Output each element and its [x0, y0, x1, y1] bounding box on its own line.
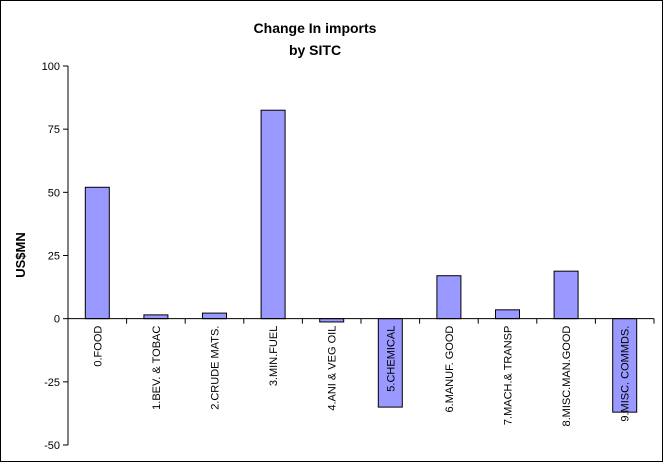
bar: [260, 109, 286, 320]
y-tick-label: -25: [44, 377, 60, 389]
x-tick-label: 2.CRUDE MATS.: [210, 326, 222, 410]
y-tick-label: 50: [48, 187, 60, 199]
chart-subtitle: by SITC: [289, 42, 341, 58]
x-tick-label: 3.MIN.FUEL: [268, 326, 280, 387]
x-tick-label: 1.BEV. & TOBAC: [151, 326, 163, 410]
y-tick-label: 100: [42, 61, 60, 73]
y-tick-label: 0: [54, 314, 60, 326]
y-tick-label: 25: [48, 251, 60, 263]
bar: [612, 318, 638, 413]
plot-area: -50 -25 0 25 50 75 100 0.FOOD 1.BEV. & TOBAC 2.CR…: [42, 61, 655, 452]
y-axis-label: US$MN: [13, 232, 28, 278]
x-tick-label: 6.MANUF. GOOD: [444, 326, 456, 413]
x-tick-label: 5.CHEMICAL: [385, 326, 397, 392]
x-tick-label: 9.MISC. COMMDS.: [620, 326, 632, 422]
y-tick-label: 75: [48, 124, 60, 136]
bar: [202, 312, 227, 320]
x-tick-label: 4.ANI & VEG OIL: [327, 326, 339, 411]
x-tick-label: 0.FOOD: [92, 326, 104, 367]
bar: [84, 186, 110, 320]
y-tick-label: -50: [44, 440, 60, 452]
chart-title: Change In imports: [254, 20, 377, 36]
x-tick-label: 7.MACH.& TRANSP: [503, 326, 515, 425]
x-tick-label: 8.MISC.MAN.GOOD: [561, 326, 573, 427]
bar: [553, 270, 579, 320]
bar: [436, 275, 462, 320]
bar: [143, 314, 169, 320]
bar: [495, 309, 520, 320]
